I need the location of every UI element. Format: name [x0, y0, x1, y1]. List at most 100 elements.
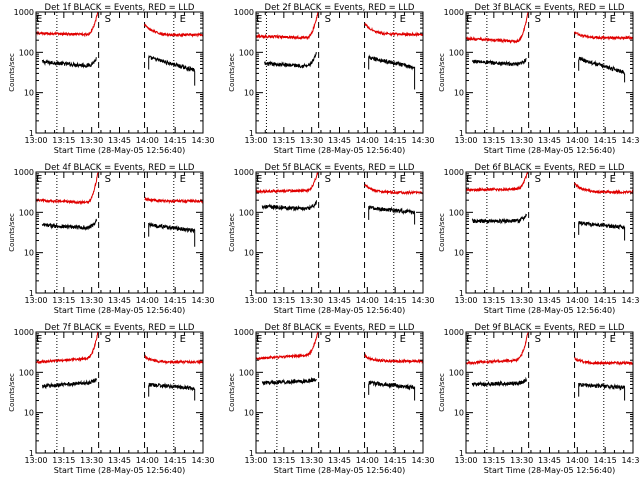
- panel-det-6f: 1 10 100 1000 13:00 13:15 13:30 13:45 14:00 14:15…: [438, 163, 640, 315]
- end-marker-label: E: [256, 174, 262, 185]
- x-tick-label: 14:30: [621, 136, 640, 145]
- events-series-line: [41, 56, 97, 69]
- end-marker-label: E: [180, 14, 186, 25]
- panel-title: Det 9f BLACK = Events, RED = LLD: [475, 323, 625, 333]
- x-tick-label: 14:00: [566, 136, 589, 145]
- y-tick-label: 1000: [14, 168, 34, 177]
- lld-series-line: [466, 172, 529, 193]
- x-tick-label: 14:15: [384, 456, 407, 465]
- y-tick-label: 10: [24, 249, 34, 258]
- panel-det-5f: 1 10 100 1000 13:00 13:15 13:30 13:45 14:00 14:15…: [228, 163, 435, 315]
- events-series-line: [263, 52, 317, 69]
- x-tick-label: 14:00: [136, 296, 159, 305]
- start-marker-label: S: [535, 14, 541, 25]
- y-tick-label: 10: [244, 409, 254, 418]
- x-tick-label: 14:00: [136, 136, 159, 145]
- x-tick-label: 14:30: [191, 136, 214, 145]
- x-tick-label: 13:45: [328, 456, 351, 465]
- y-tick-label: 10: [454, 89, 464, 98]
- y-tick-label: 1000: [14, 328, 34, 337]
- panel-title: Det 4f BLACK = Events, RED = LLD: [45, 163, 195, 173]
- lld-series-line: [36, 332, 99, 365]
- x-tick-label: 13:15: [52, 456, 75, 465]
- y-tick-label: 100: [239, 48, 254, 57]
- x-tick-label: 13:00: [244, 456, 267, 465]
- panel-det-4f: 1 10 100 1000 13:00 13:15 13:30 13:45 14:00 14:15…: [8, 163, 215, 315]
- x-tick-label: 13:00: [244, 136, 267, 145]
- y-tick-label: 1000: [14, 8, 34, 17]
- x-axis-label: Start Time (28-May-05 12:56:40): [274, 146, 405, 155]
- x-tick-label: 13:45: [108, 456, 131, 465]
- x-tick-label: 13:30: [510, 296, 533, 305]
- plot-frame: [465, 11, 634, 134]
- events-series-line: [578, 56, 626, 83]
- events-series-line: [471, 376, 527, 388]
- lld-series-line: [574, 357, 633, 366]
- x-tick-label: 13:00: [24, 136, 47, 145]
- plot-frame: [255, 171, 424, 294]
- lld-series-line: [144, 354, 203, 365]
- y-tick-label: 100: [19, 208, 34, 217]
- y-tick-label: 100: [19, 48, 34, 57]
- plot-frame: [35, 171, 204, 294]
- events-series-line: [368, 54, 416, 90]
- lld-series-line: [144, 23, 203, 38]
- y-tick-label: 1: [29, 129, 34, 138]
- x-tick-label: 13:30: [300, 456, 323, 465]
- y-axis-label: Counts/sec: [228, 373, 236, 412]
- x-tick-label: 13:45: [538, 296, 561, 305]
- x-tick-label: 13:00: [24, 456, 47, 465]
- events-series-line: [261, 376, 317, 386]
- y-tick-label: 1: [249, 449, 254, 458]
- end-marker-label: E: [180, 334, 186, 345]
- panel-title: Det 8f BLACK = Events, RED = LLD: [265, 323, 415, 333]
- events-series-line: [368, 205, 416, 225]
- x-tick-label: 14:15: [164, 136, 187, 145]
- panel-title: Det 7f BLACK = Events, RED = LLD: [45, 323, 195, 333]
- lld-series-line: [574, 31, 633, 41]
- y-tick-label: 1: [29, 289, 34, 298]
- end-marker-label: E: [36, 334, 42, 345]
- x-tick-label: 13:45: [328, 296, 351, 305]
- end-marker-label: E: [256, 14, 262, 25]
- x-tick-label: 13:45: [538, 136, 561, 145]
- y-tick-label: 10: [24, 409, 34, 418]
- x-tick-label: 13:00: [454, 296, 477, 305]
- x-tick-label: 13:15: [482, 296, 505, 305]
- x-tick-label: 13:45: [108, 296, 131, 305]
- events-series-line: [578, 382, 626, 401]
- x-tick-label: 14:15: [594, 296, 617, 305]
- y-axis-label: Counts/sec: [228, 213, 236, 252]
- panel-title: Det 5f BLACK = Events, RED = LLD: [265, 163, 415, 173]
- x-axis-label: Start Time (28-May-05 12:56:40): [484, 466, 615, 475]
- x-axis-label: Start Time (28-May-05 12:56:40): [274, 306, 405, 315]
- y-tick-label: 1: [249, 289, 254, 298]
- start-marker-label: S: [105, 174, 111, 185]
- x-tick-label: 13:15: [52, 296, 75, 305]
- x-tick-label: 13:45: [328, 136, 351, 145]
- x-tick-label: 14:30: [411, 136, 434, 145]
- panel-det-2f: 1 10 100 1000 13:00 13:15 13:30 13:45 14:00 14:15…: [228, 3, 435, 155]
- panel-title: Det 1f BLACK = Events, RED = LLD: [45, 3, 195, 13]
- panel-det-9f: 1 10 100 1000 13:00 13:15 13:30 13:45 14:00 14:15…: [438, 323, 640, 475]
- lld-series-line: [256, 172, 319, 195]
- panel-title: Det 3f BLACK = Events, RED = LLD: [475, 3, 625, 13]
- y-tick-label: 100: [449, 208, 464, 217]
- events-series-line: [471, 213, 527, 225]
- y-tick-label: 10: [24, 89, 34, 98]
- y-axis-label: Counts/sec: [438, 213, 446, 252]
- plot-area: [256, 12, 423, 133]
- lld-series-line: [256, 332, 319, 361]
- x-tick-label: 14:15: [594, 136, 617, 145]
- events-series-line: [261, 200, 317, 212]
- x-tick-label: 14:00: [566, 456, 589, 465]
- x-tick-label: 14:30: [621, 456, 640, 465]
- end-marker-label: E: [400, 174, 406, 185]
- events-series-line: [148, 54, 196, 86]
- x-tick-label: 14:30: [411, 296, 434, 305]
- panel-title: Det 6f BLACK = Events, RED = LLD: [475, 163, 625, 173]
- x-axis-label: Start Time (28-May-05 12:56:40): [274, 466, 405, 475]
- x-tick-label: 14:00: [356, 136, 379, 145]
- lld-series-line: [364, 353, 423, 365]
